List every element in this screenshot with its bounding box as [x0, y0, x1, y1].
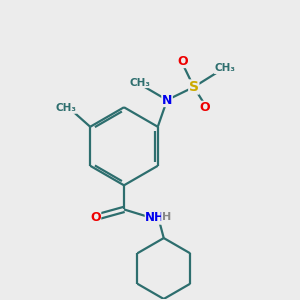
Text: O: O: [177, 55, 188, 68]
Text: N: N: [162, 94, 172, 106]
FancyBboxPatch shape: [131, 77, 149, 88]
Text: O: O: [200, 101, 210, 114]
FancyBboxPatch shape: [178, 56, 188, 66]
Text: S: S: [189, 80, 199, 94]
FancyBboxPatch shape: [189, 82, 199, 92]
Text: O: O: [90, 212, 101, 224]
FancyBboxPatch shape: [91, 213, 100, 223]
FancyBboxPatch shape: [200, 103, 210, 113]
Text: NH: NH: [145, 211, 165, 224]
FancyBboxPatch shape: [162, 95, 172, 105]
Text: CH₃: CH₃: [130, 78, 151, 88]
FancyBboxPatch shape: [57, 103, 75, 113]
Text: CH₃: CH₃: [56, 103, 76, 113]
Text: H: H: [162, 212, 171, 222]
Text: CH₃: CH₃: [214, 63, 236, 74]
FancyBboxPatch shape: [216, 63, 234, 74]
FancyBboxPatch shape: [147, 212, 164, 223]
